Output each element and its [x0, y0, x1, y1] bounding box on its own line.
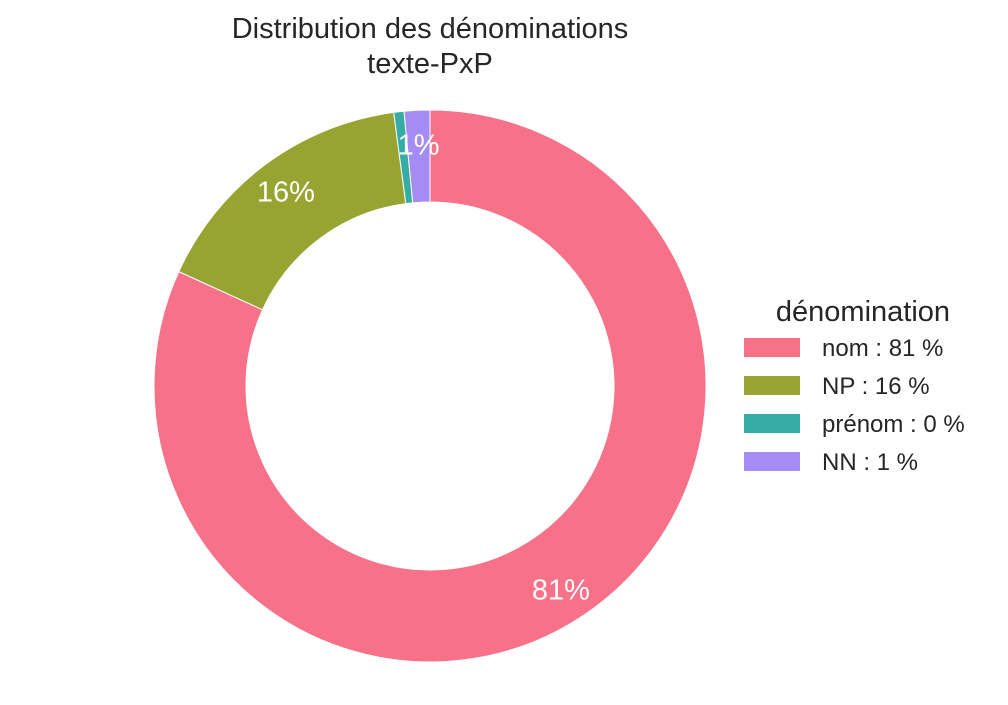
- slice-label-nom: 81%: [532, 575, 590, 607]
- legend-swatch-nom: [744, 338, 800, 357]
- slice-labels: 81% 16% 1%: [257, 129, 590, 606]
- slice-nom: [153, 109, 707, 663]
- legend-label-prénom: prénom : 0 %: [822, 411, 965, 438]
- legend-swatch-np: [744, 376, 800, 395]
- slice-np: [178, 111, 407, 311]
- slice-label-np: 16%: [257, 177, 315, 209]
- chart-title-line-2: texte-PxP: [367, 48, 493, 80]
- legend-swatch-prénom: [744, 414, 800, 433]
- legend-title: dénomination: [776, 296, 950, 328]
- slice-label-nn: 1%: [398, 129, 440, 161]
- legend-label-nn: NN : 1 %: [822, 449, 918, 476]
- legend-label-nom: nom : 81 %: [822, 335, 943, 362]
- donut-slices: [153, 109, 707, 663]
- legend-swatch-nn: [744, 452, 800, 471]
- chart-title-line-1: Distribution des dénominations: [232, 13, 629, 45]
- slice-nn: [403, 109, 431, 204]
- chart-title: Distribution des dénominations texte-PxP: [232, 13, 629, 80]
- legend: dénomination nom : 81 % NP : 16 % prénom :…: [744, 296, 965, 476]
- legend-label-np: NP : 16 %: [822, 373, 930, 400]
